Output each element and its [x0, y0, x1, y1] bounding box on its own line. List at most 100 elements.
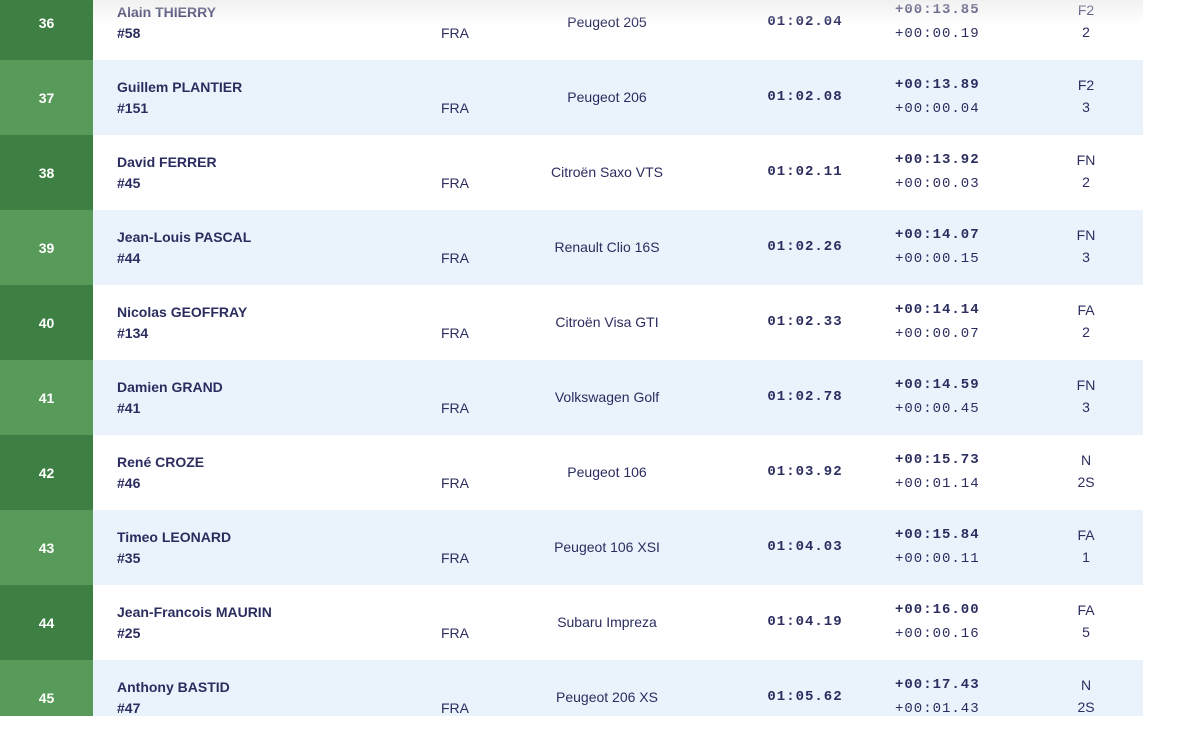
position-cell: 38 [0, 135, 93, 210]
stage-time: 01:02.78 [767, 389, 843, 405]
gap-to-previous: +00:00.07 [895, 326, 980, 342]
class-position: 2 [1082, 174, 1090, 190]
car-model: Volkswagen Golf [554, 389, 660, 405]
class-position: 2S [1077, 474, 1095, 490]
gap-to-leader: +00:14.59 [895, 377, 980, 393]
table-row[interactable]: 41 Damien GRAND #41 FRA Volkswagen Golf 01:02… [0, 360, 1143, 435]
class: FN [1076, 152, 1096, 168]
car-model: Peugeot 106 XSI [554, 539, 660, 555]
class-position: 3 [1082, 399, 1090, 415]
stage-time: 01:04.19 [767, 614, 843, 630]
car-model: Peugeot 206 XS [556, 689, 658, 705]
nationality: FRA [441, 625, 469, 641]
car-model: Peugeot 206 [567, 89, 647, 105]
driver-name: René CROZE [117, 454, 205, 470]
nationality: FRA [441, 475, 469, 491]
gap-to-previous: +00:00.03 [895, 176, 980, 192]
gap-to-leader: +00:13.85 [895, 2, 980, 18]
results-table: 36 Alain THIERRY #58 FRA Peugeot 205 01:02.04… [0, 0, 1143, 716]
stage-time: 01:02.08 [767, 89, 843, 105]
stage-time: 01:02.11 [767, 164, 843, 180]
driver-name: Timeo LEONARD [117, 529, 232, 545]
table-row[interactable]: 36 Alain THIERRY #58 FRA Peugeot 205 01:02.04… [0, 0, 1143, 60]
gap-to-previous: +00:00.15 [895, 251, 980, 267]
class: FN [1076, 377, 1096, 393]
position-cell: 36 [0, 0, 93, 60]
table-row[interactable]: 44 Jean-Francois MAURIN #25 FRA Subaru Impre… [0, 585, 1143, 660]
car-number: #44 [117, 250, 141, 266]
class: FA [1077, 602, 1095, 618]
nationality: FRA [441, 325, 469, 341]
table-row[interactable]: 43 Timeo LEONARD #35 FRA Peugeot 106 XSI 01:0… [0, 510, 1143, 585]
nationality: FRA [441, 250, 469, 266]
table-row[interactable]: 40 Nicolas GEOFFRAY #134 FRA Citroën Visa GT… [0, 285, 1143, 360]
table-row[interactable]: 45 Anthony BASTID #47 FRA Peugeot 206 XS 01:0… [0, 660, 1143, 716]
gap-to-leader: +00:14.07 [895, 227, 980, 243]
gap-to-previous: +00:01.14 [895, 476, 980, 492]
car-model: Peugeot 106 [567, 464, 647, 480]
stage-time: 01:05.62 [767, 689, 843, 705]
class: FA [1077, 527, 1095, 543]
car-model: Renault Clio 16S [554, 239, 660, 255]
gap-to-leader: +00:13.92 [895, 152, 980, 168]
car-number: #35 [117, 550, 141, 566]
stage-time: 01:02.04 [767, 14, 843, 30]
driver-name: Damien GRAND [117, 379, 223, 395]
stage-time: 01:03.92 [767, 464, 843, 480]
class-position: 2 [1082, 24, 1090, 40]
stage-time: 01:02.26 [767, 239, 843, 255]
car-number: #58 [117, 25, 141, 41]
position-cell: 41 [0, 360, 93, 435]
class: FN [1076, 227, 1096, 243]
gap-to-previous: +00:01.43 [895, 701, 980, 716]
car-model: Citroën Saxo VTS [550, 164, 664, 180]
nationality: FRA [441, 100, 469, 116]
gap-to-previous: +00:00.04 [895, 101, 980, 117]
driver-name: David FERRER [117, 154, 217, 170]
car-number: #45 [117, 175, 141, 191]
position-cell: 39 [0, 210, 93, 285]
class: N [1080, 677, 1092, 693]
gap-to-leader: +00:13.89 [895, 77, 980, 93]
car-number: #134 [117, 325, 149, 341]
car-model: Citroën Visa GTI [555, 314, 659, 330]
stage-time: 01:04.03 [767, 539, 843, 555]
gap-to-previous: +00:00.19 [895, 26, 980, 42]
class-position: 2 [1082, 324, 1090, 340]
driver-name: Jean-Francois MAURIN [117, 604, 272, 620]
stage-time: 01:02.33 [767, 314, 843, 330]
table-row[interactable]: 39 Jean-Louis PASCAL #44 FRA Renault Clio 16… [0, 210, 1143, 285]
gap-to-leader: +00:15.84 [895, 527, 980, 543]
car-model: Subaru Impreza [557, 614, 657, 630]
position-cell: 42 [0, 435, 93, 510]
gap-to-leader: +00:14.14 [895, 302, 980, 318]
car-number: #46 [117, 475, 141, 491]
table-row[interactable]: 37 Guillem PLANTIER #151 FRA Peugeot 206 01:0… [0, 60, 1143, 135]
class: F2 [1077, 2, 1095, 18]
class: FA [1077, 302, 1095, 318]
nationality: FRA [441, 700, 469, 716]
nationality: FRA [441, 550, 469, 566]
driver-name: Anthony BASTID [117, 679, 230, 695]
car-model: Peugeot 205 [567, 14, 647, 30]
driver-name: Jean-Louis PASCAL [117, 229, 252, 245]
position-cell: 40 [0, 285, 93, 360]
position-cell: 44 [0, 585, 93, 660]
car-number: #41 [117, 400, 141, 416]
driver-name: Nicolas GEOFFRAY [117, 304, 248, 320]
table-row[interactable]: 42 René CROZE #46 FRA Peugeot 106 01:03.92 +00… [0, 435, 1143, 510]
position-cell: 43 [0, 510, 93, 585]
position-cell: 37 [0, 60, 93, 135]
gap-to-previous: +00:00.16 [895, 626, 980, 642]
table-row[interactable]: 38 David FERRER #45 FRA Citroën Saxo VTS 01:0… [0, 135, 1143, 210]
class: N [1080, 452, 1092, 468]
car-number: #151 [117, 100, 149, 116]
driver-name: Guillem PLANTIER [117, 79, 243, 95]
class-position: 3 [1082, 249, 1090, 265]
gap-to-previous: +00:00.11 [895, 551, 980, 567]
position-cell: 45 [0, 660, 93, 716]
class-position: 2S [1077, 699, 1095, 715]
car-number: #25 [117, 625, 141, 641]
nationality: FRA [441, 25, 469, 41]
nationality: FRA [441, 175, 469, 191]
